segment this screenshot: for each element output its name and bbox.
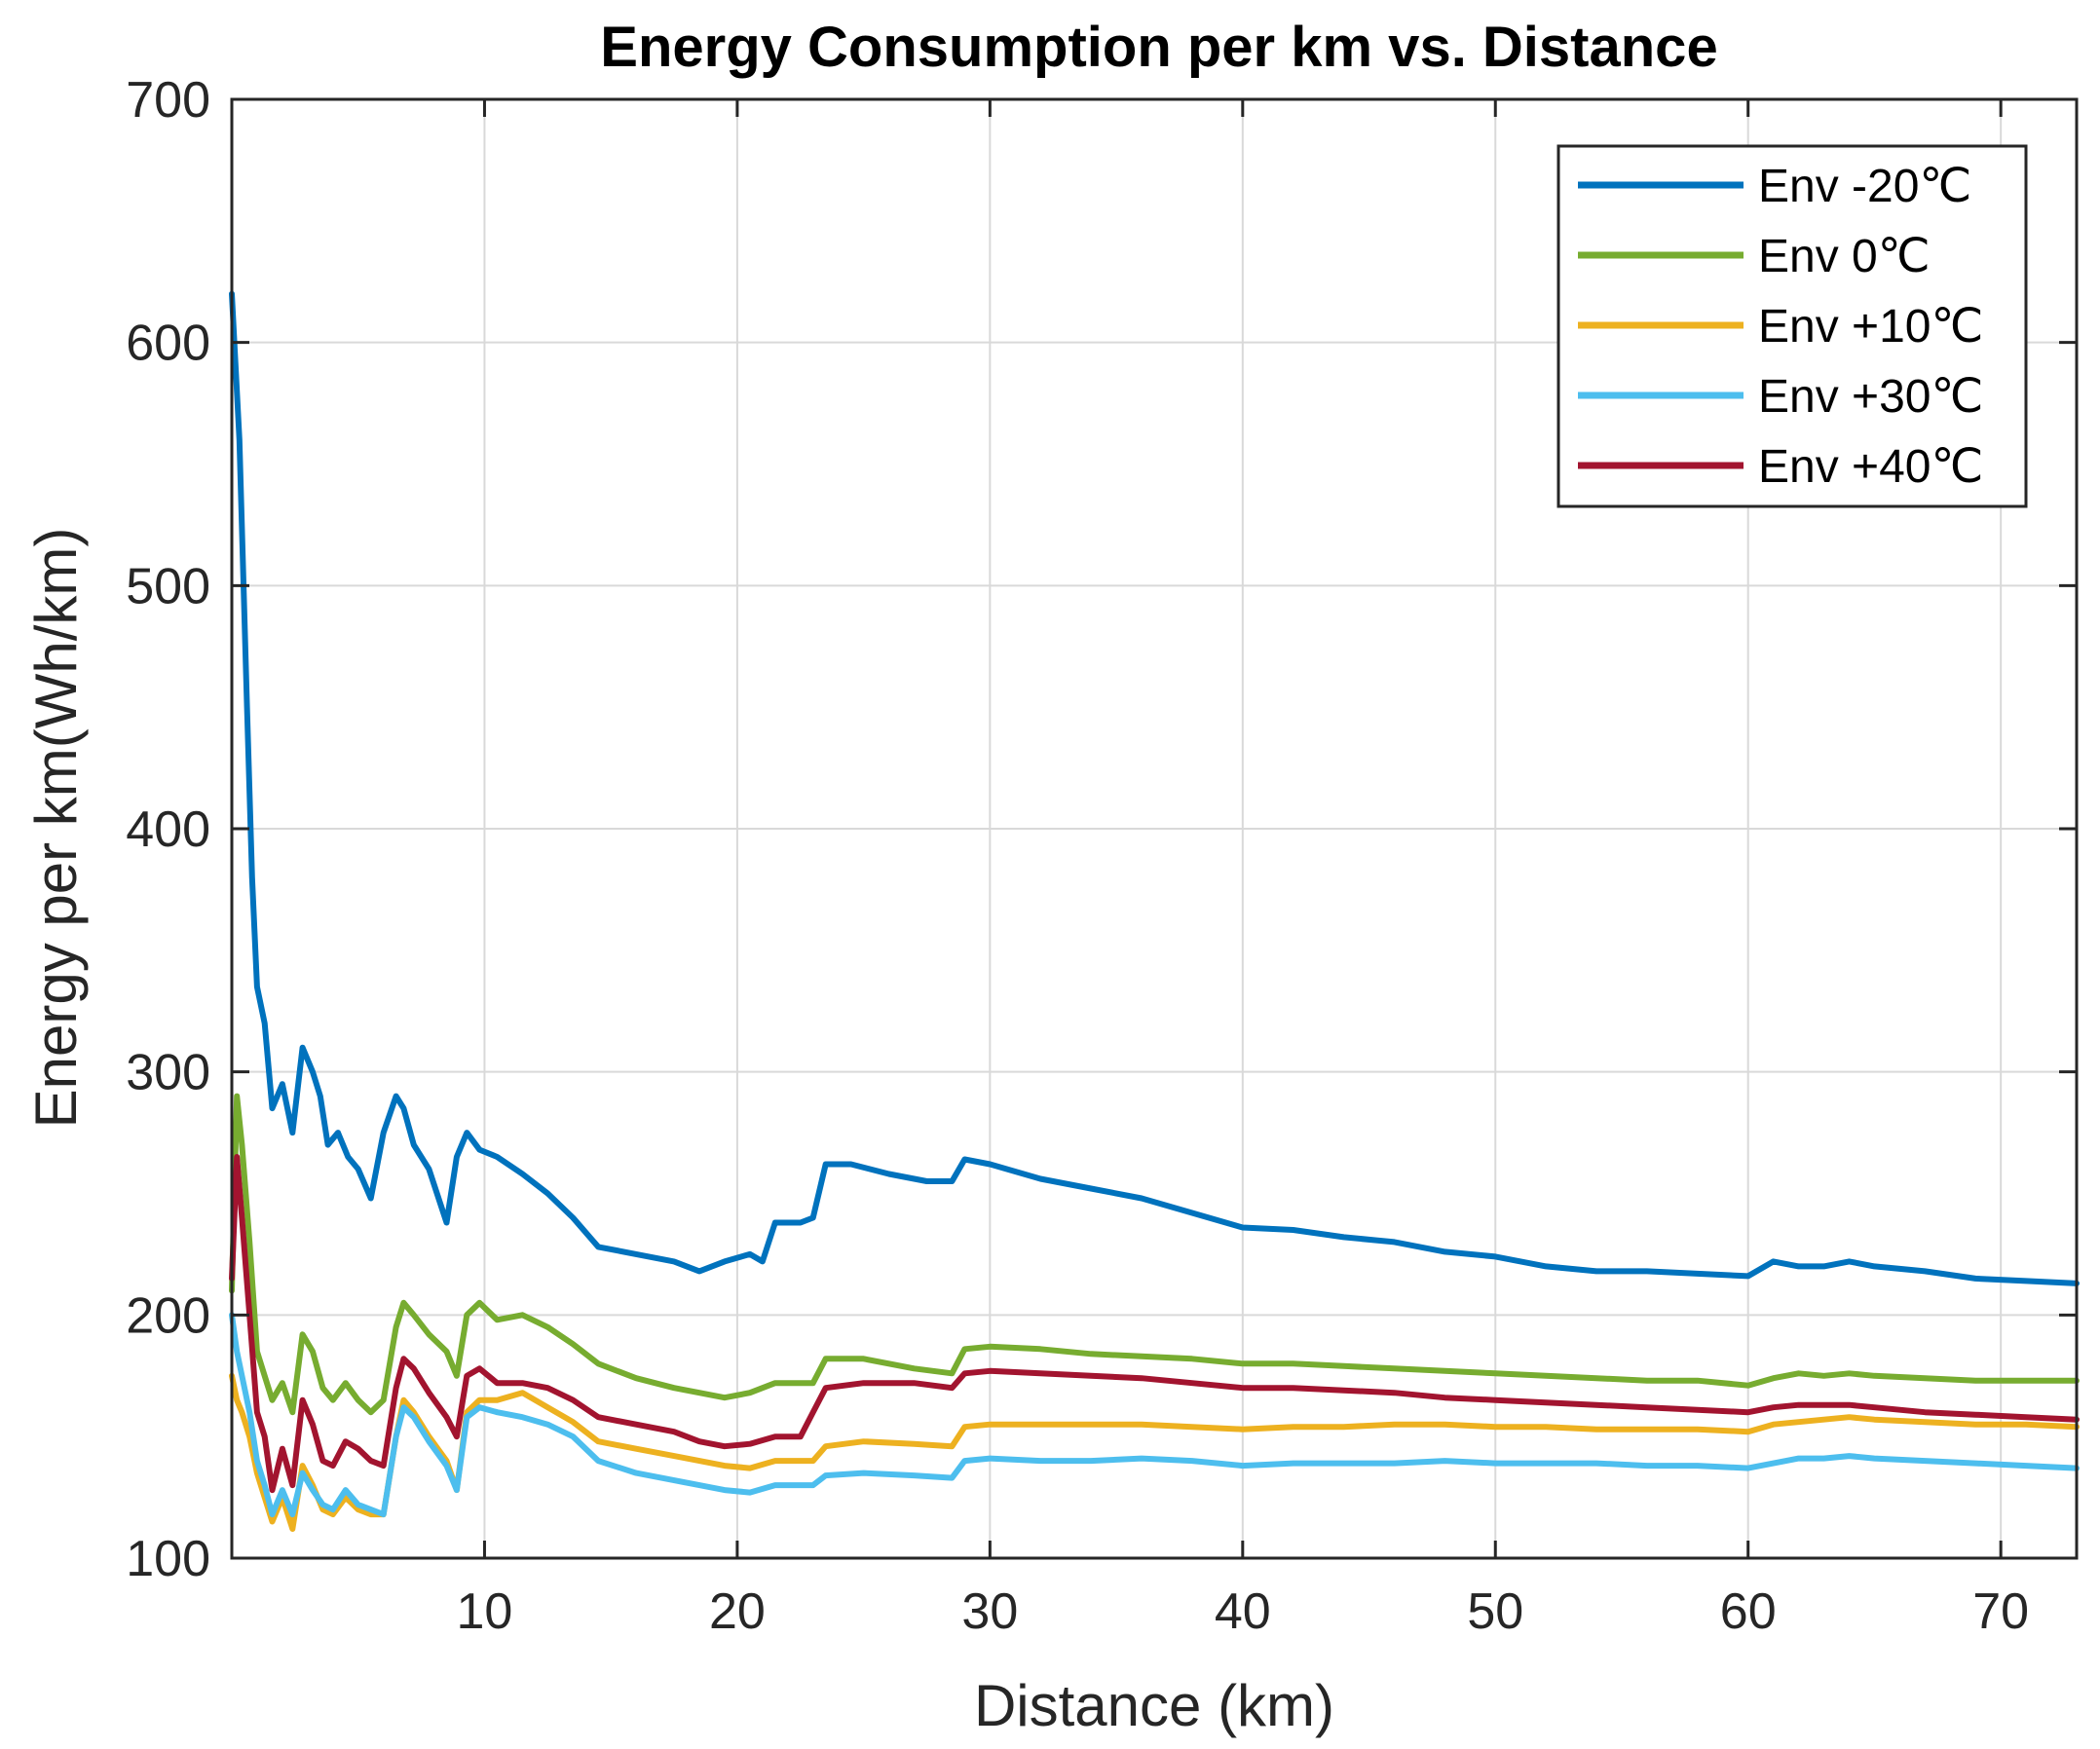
series-line-0 [229, 290, 2080, 1286]
y-tick-label: 400 [126, 801, 210, 858]
x-tick-label: 70 [1972, 1583, 2029, 1640]
series-line-3 [229, 1312, 2080, 1518]
series-line-4 [229, 1154, 2080, 1494]
x-tick-label: 40 [1215, 1583, 1271, 1640]
legend-label-2: Env +10℃ [1758, 301, 1983, 353]
legend-label-0: Env -20℃ [1758, 161, 1971, 212]
series-line-1 [229, 1093, 2080, 1416]
x-tick-label: 20 [709, 1583, 766, 1640]
y-tick-label: 300 [126, 1045, 210, 1101]
series-lines [229, 290, 2080, 1532]
series-line-2 [229, 1372, 2080, 1532]
x-tick-label: 10 [457, 1583, 513, 1640]
y-tick-label: 100 [126, 1531, 210, 1587]
x-tick-label: 30 [961, 1583, 1018, 1640]
legend-label-1: Env 0℃ [1758, 231, 1931, 282]
legend-label-3: Env +30℃ [1758, 371, 1983, 423]
y-tick-label: 700 [126, 72, 210, 129]
legend-label-4: Env +40℃ [1758, 441, 1983, 493]
legend: Env -20℃ Env 0℃ Env +10℃ Env +30℃ Env +40℃ [1556, 144, 2028, 508]
y-tick-label: 200 [126, 1287, 210, 1344]
y-tick-label: 600 [126, 316, 210, 372]
x-tick-label: 60 [1720, 1583, 1777, 1640]
y-tick-label: 500 [126, 558, 210, 614]
x-axis-title: Distance (km) [974, 1673, 1334, 1738]
y-axis-title: Energy per km(Wh/km) [23, 528, 89, 1129]
x-tick-label: 50 [1467, 1583, 1523, 1640]
y-axis-ticks: 100 200 300 400 500 600 700 [126, 72, 2077, 1587]
x-axis-ticks: 10 20 30 40 50 60 70 [457, 99, 2029, 1640]
chart-title: Energy Consumption per km vs. Distance [600, 16, 1717, 79]
